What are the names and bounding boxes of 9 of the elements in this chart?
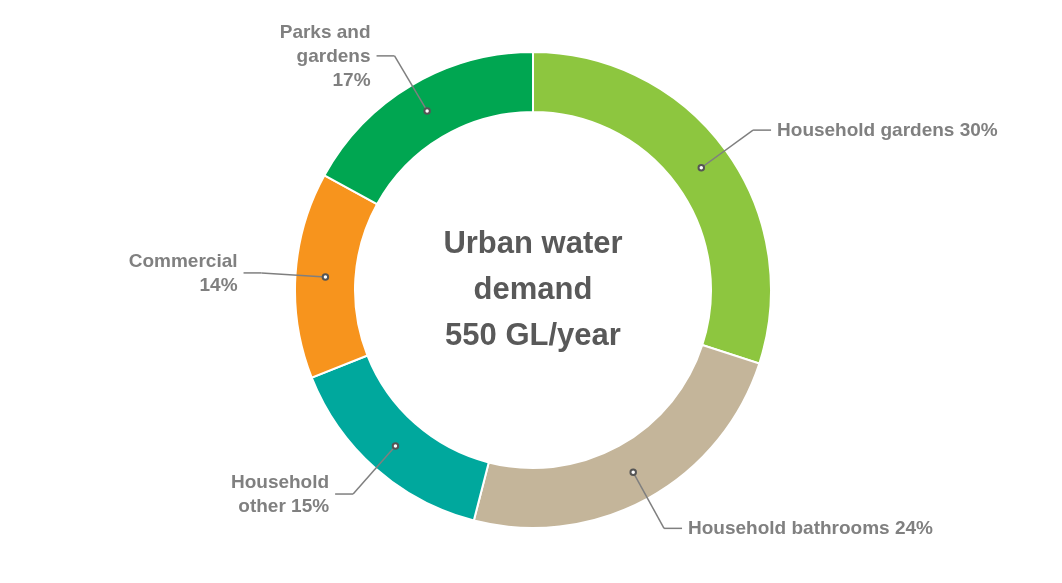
slice-label: Household bathrooms 24% [688, 517, 934, 539]
slice-label: Commercial [128, 249, 238, 271]
slice-label: Parks and gardens [279, 20, 371, 66]
slice-label: Household gardens 30% [777, 119, 998, 141]
data-label: 14% [199, 273, 238, 295]
data-label: 17% [332, 68, 371, 90]
text: 550 GL/year [445, 317, 621, 352]
text: Urban water demand [443, 225, 623, 306]
slice-label: Household other 15% [230, 471, 330, 517]
